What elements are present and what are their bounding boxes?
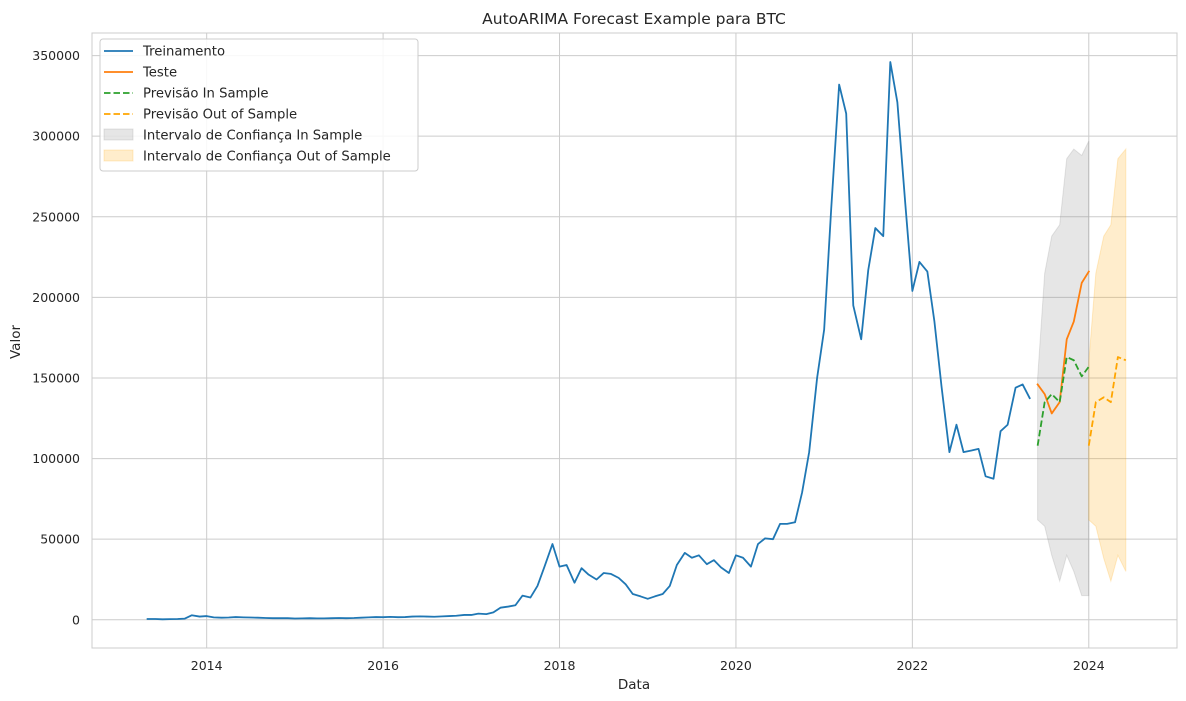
legend: Treinamento Teste Previsão In Sample Previs… [99,38,419,172]
legend-label: Teste [142,66,177,81]
legend-label: Treinamento [142,45,225,60]
y-tick-label: 0 [72,612,80,627]
x-tick-label: 2016 [367,658,399,673]
x-tick-label: 2024 [1073,658,1105,673]
legend-item-treinamento: Treinamento [104,45,225,60]
y-tick-label: 100000 [32,451,80,466]
legend-item-intervalo-de-confianca-in-sample: Intervalo de Confiança In Sample [103,128,362,144]
legend-swatch [103,149,134,162]
chart-title: AutoARIMA Forecast Example para BTC [482,10,786,28]
series-previsao-in-sample [1036,356,1090,446]
x-tick-label: 2014 [191,658,223,673]
y-axis-label: Valor [8,325,24,359]
legend-item-teste: Teste [104,66,177,81]
legend-label: Intervalo de Confiança Out of Sample [143,150,391,165]
x-axis-label: Data [618,677,650,693]
plot-frame [91,32,1178,649]
legend-label: Previsão Out of Sample [143,108,297,123]
x-tick-labels: 2014 2016 2018 2020 2022 2024 [191,658,1105,673]
y-tick-label: 350000 [32,48,80,63]
x-tick-label: 2018 [544,658,576,673]
legend-label: Previsão In Sample [143,87,269,102]
legend-item-previsao-out-of-sample: Previsão Out of Sample [104,108,297,123]
series-treinamento [146,61,1031,621]
band-intervalo-de-confianca-out-of-sample [1088,147,1127,583]
x-tick-label: 2020 [720,658,752,673]
x-tick-label: 2022 [896,658,928,673]
y-tick-labels: 0 50000 100000 150000 200000 250000 300000 3500… [32,48,80,627]
y-tick-label: 250000 [32,209,80,224]
series-previsao-out-of-sample [1087,356,1127,446]
series-teste [1036,270,1091,415]
legend-item-intervalo-de-confianca-out-of-sample: Intervalo de Confiança Out of Sample [103,149,391,165]
y-tick-label: 300000 [32,129,80,144]
y-tick-label: 200000 [32,290,80,305]
legend-item-previsao-in-sample: Previsão In Sample [104,87,269,102]
legend-swatch [103,128,134,141]
y-tick-label: 150000 [32,370,80,385]
y-tick-label: 50000 [40,532,80,547]
series-lines [146,61,1127,621]
legend-label: Intervalo de Confiança In Sample [143,129,362,144]
legend-frame [99,38,419,172]
